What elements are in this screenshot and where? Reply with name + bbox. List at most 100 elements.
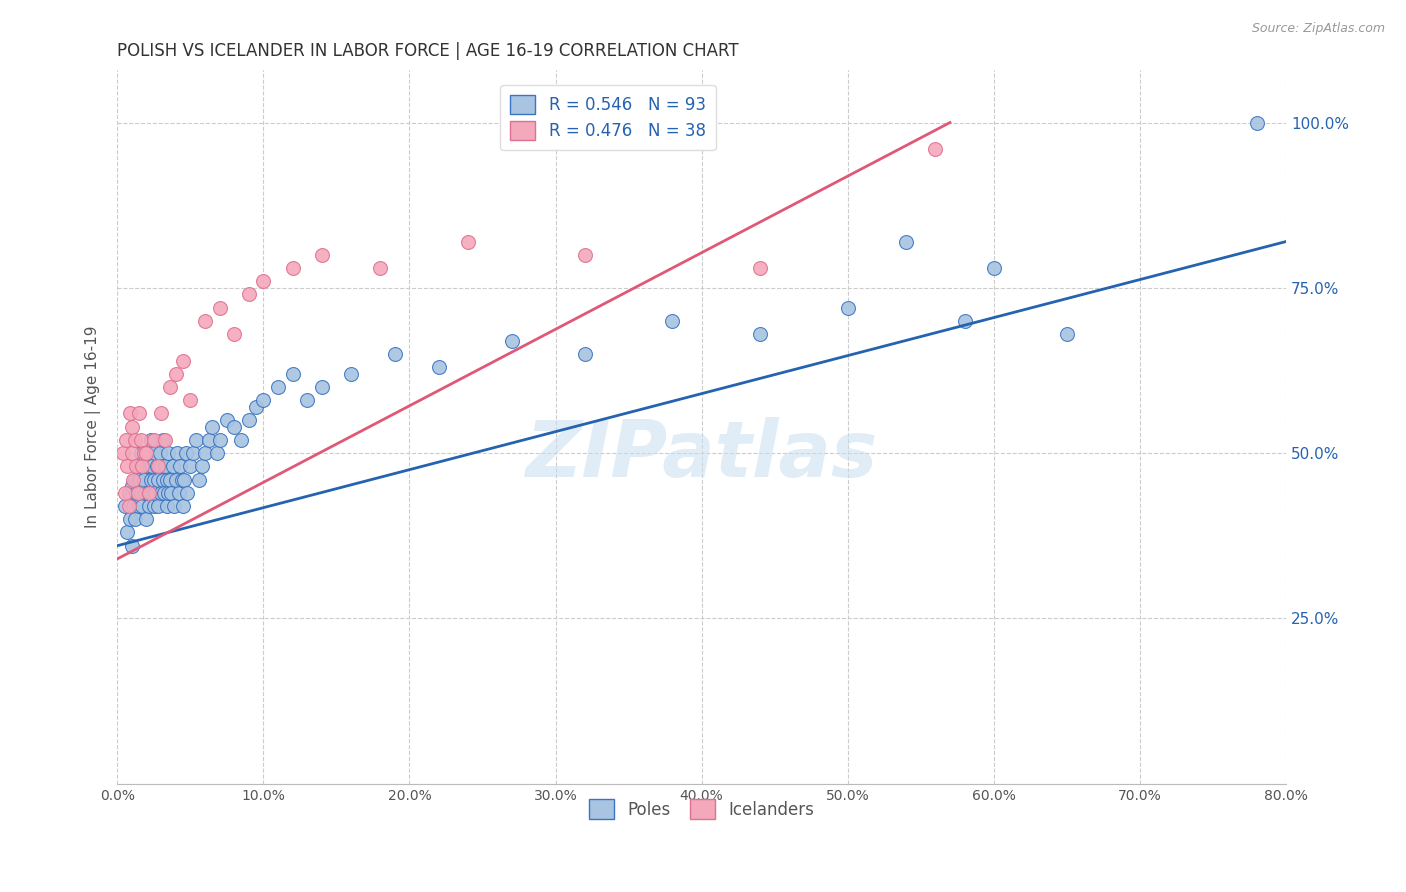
Text: ZIPatlas: ZIPatlas: [526, 417, 877, 493]
Point: [152, 473, 174, 487]
Point: [169, 459, 191, 474]
Point: [114, 485, 136, 500]
Point: [148, 473, 170, 487]
Point: [148, 459, 170, 474]
Point: [749, 260, 772, 275]
Point: [1246, 115, 1268, 129]
Point: [128, 407, 150, 421]
Point: [194, 446, 217, 460]
Point: [252, 274, 274, 288]
Point: [245, 400, 267, 414]
Point: [165, 367, 187, 381]
Point: [152, 433, 174, 447]
Point: [138, 459, 160, 474]
Point: [139, 433, 162, 447]
Point: [136, 485, 159, 500]
Point: [215, 413, 238, 427]
Point: [172, 499, 194, 513]
Point: [163, 499, 186, 513]
Point: [148, 499, 170, 513]
Point: [574, 248, 596, 262]
Point: [172, 353, 194, 368]
Point: [143, 485, 166, 500]
Point: [661, 314, 683, 328]
Point: [132, 473, 155, 487]
Point: [427, 360, 450, 375]
Point: [138, 499, 160, 513]
Point: [167, 485, 190, 500]
Point: [121, 479, 143, 493]
Point: [749, 327, 772, 342]
Point: [142, 499, 165, 513]
Text: Source: ZipAtlas.com: Source: ZipAtlas.com: [1251, 22, 1385, 36]
Point: [132, 446, 155, 460]
Point: [281, 260, 304, 275]
Point: [122, 499, 145, 513]
Point: [121, 539, 143, 553]
Point: [141, 485, 163, 500]
Point: [238, 287, 260, 301]
Point: [153, 485, 176, 500]
Point: [120, 512, 142, 526]
Point: [143, 446, 166, 460]
Point: [155, 459, 177, 474]
Point: [129, 485, 152, 500]
Point: [114, 499, 136, 513]
Point: [160, 485, 183, 500]
Point: [141, 459, 163, 474]
Point: [131, 499, 153, 513]
Point: [159, 473, 181, 487]
Point: [224, 327, 246, 342]
Point: [135, 512, 157, 526]
Point: [224, 419, 246, 434]
Point: [157, 485, 180, 500]
Point: [311, 248, 333, 262]
Point: [179, 459, 201, 474]
Point: [142, 433, 165, 447]
Point: [165, 473, 187, 487]
Point: [176, 485, 198, 500]
Point: [150, 459, 173, 474]
Point: [983, 260, 1005, 275]
Point: [134, 485, 156, 500]
Point: [121, 446, 143, 460]
Point: [150, 407, 173, 421]
Point: [128, 499, 150, 513]
Point: [170, 473, 193, 487]
Point: [201, 419, 224, 434]
Point: [501, 334, 523, 348]
Text: POLISH VS ICELANDER IN LABOR FORCE | AGE 16-19 CORRELATION CHART: POLISH VS ICELANDER IN LABOR FORCE | AGE…: [117, 42, 740, 60]
Point: [127, 459, 149, 474]
Point: [139, 473, 162, 487]
Point: [191, 459, 214, 474]
Point: [194, 314, 217, 328]
Point: [173, 473, 195, 487]
Point: [894, 235, 917, 249]
Point: [149, 446, 172, 460]
Point: [136, 446, 159, 460]
Point: [267, 380, 290, 394]
Point: [384, 347, 406, 361]
Point: [142, 473, 165, 487]
Point: [118, 499, 141, 513]
Point: [125, 485, 148, 500]
Point: [155, 433, 177, 447]
Point: [157, 446, 180, 460]
Point: [837, 301, 859, 315]
Point: [174, 446, 197, 460]
Y-axis label: In Labor Force | Age 16-19: In Labor Force | Age 16-19: [86, 326, 101, 528]
Point: [159, 380, 181, 394]
Point: [208, 433, 231, 447]
Point: [122, 473, 145, 487]
Point: [205, 446, 228, 460]
Point: [156, 473, 179, 487]
Point: [166, 446, 188, 460]
Point: [368, 260, 391, 275]
Point: [125, 459, 148, 474]
Point: [295, 393, 318, 408]
Point: [145, 459, 167, 474]
Point: [127, 485, 149, 500]
Point: [124, 512, 146, 526]
Point: [198, 433, 221, 447]
Point: [162, 459, 184, 474]
